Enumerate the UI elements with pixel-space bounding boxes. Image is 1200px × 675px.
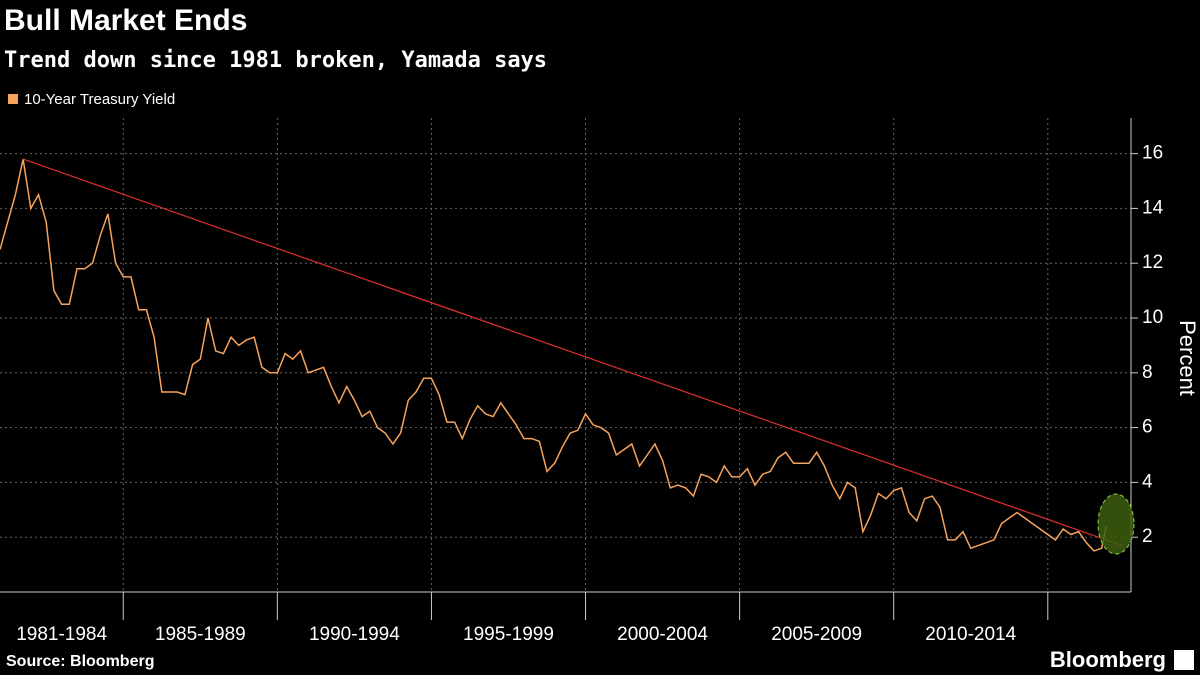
y-tick-label: 10 (1142, 307, 1163, 328)
y-tick-label: 6 (1142, 417, 1153, 438)
x-period-label: 2005-2009 (771, 624, 862, 645)
x-period-label: 1985-1989 (155, 624, 246, 645)
x-period-label: 2000-2004 (617, 624, 708, 645)
y-tick-label: 16 (1142, 143, 1163, 164)
y-tick-label: 2 (1142, 526, 1153, 547)
highlight-ellipse (1097, 493, 1135, 555)
logo: Bloomberg (1050, 647, 1166, 672)
x-period-label: 1981-1984 (16, 624, 107, 645)
chart-subtitle: Trend down since 1981 broken, Yamada say… (4, 48, 547, 73)
series-line (0, 158, 1108, 552)
chart-title: Bull Market Ends (4, 4, 247, 37)
x-period-label: 2010-2014 (925, 624, 1016, 645)
y-tick-label: 14 (1142, 197, 1164, 218)
y-tick-label: 4 (1142, 471, 1153, 492)
legend-swatch (8, 94, 18, 104)
plot-area: 2 4 6 8 10 12 14 16 1981-1984 1985-1989 1990-1994 1… (0, 118, 1164, 645)
source: Source: Bloomberg (6, 653, 154, 670)
y-tick-label: 8 (1142, 362, 1153, 383)
y-tick-label: 12 (1142, 252, 1163, 273)
y-axis-label: Percent (1175, 320, 1200, 396)
logo-icon (1174, 650, 1194, 670)
x-period-label: 1990-1994 (309, 624, 400, 645)
x-period-label: 1995-1999 (463, 624, 554, 645)
legend-label: 10-Year Treasury Yield (24, 91, 175, 108)
trend-line (22, 158, 1122, 546)
